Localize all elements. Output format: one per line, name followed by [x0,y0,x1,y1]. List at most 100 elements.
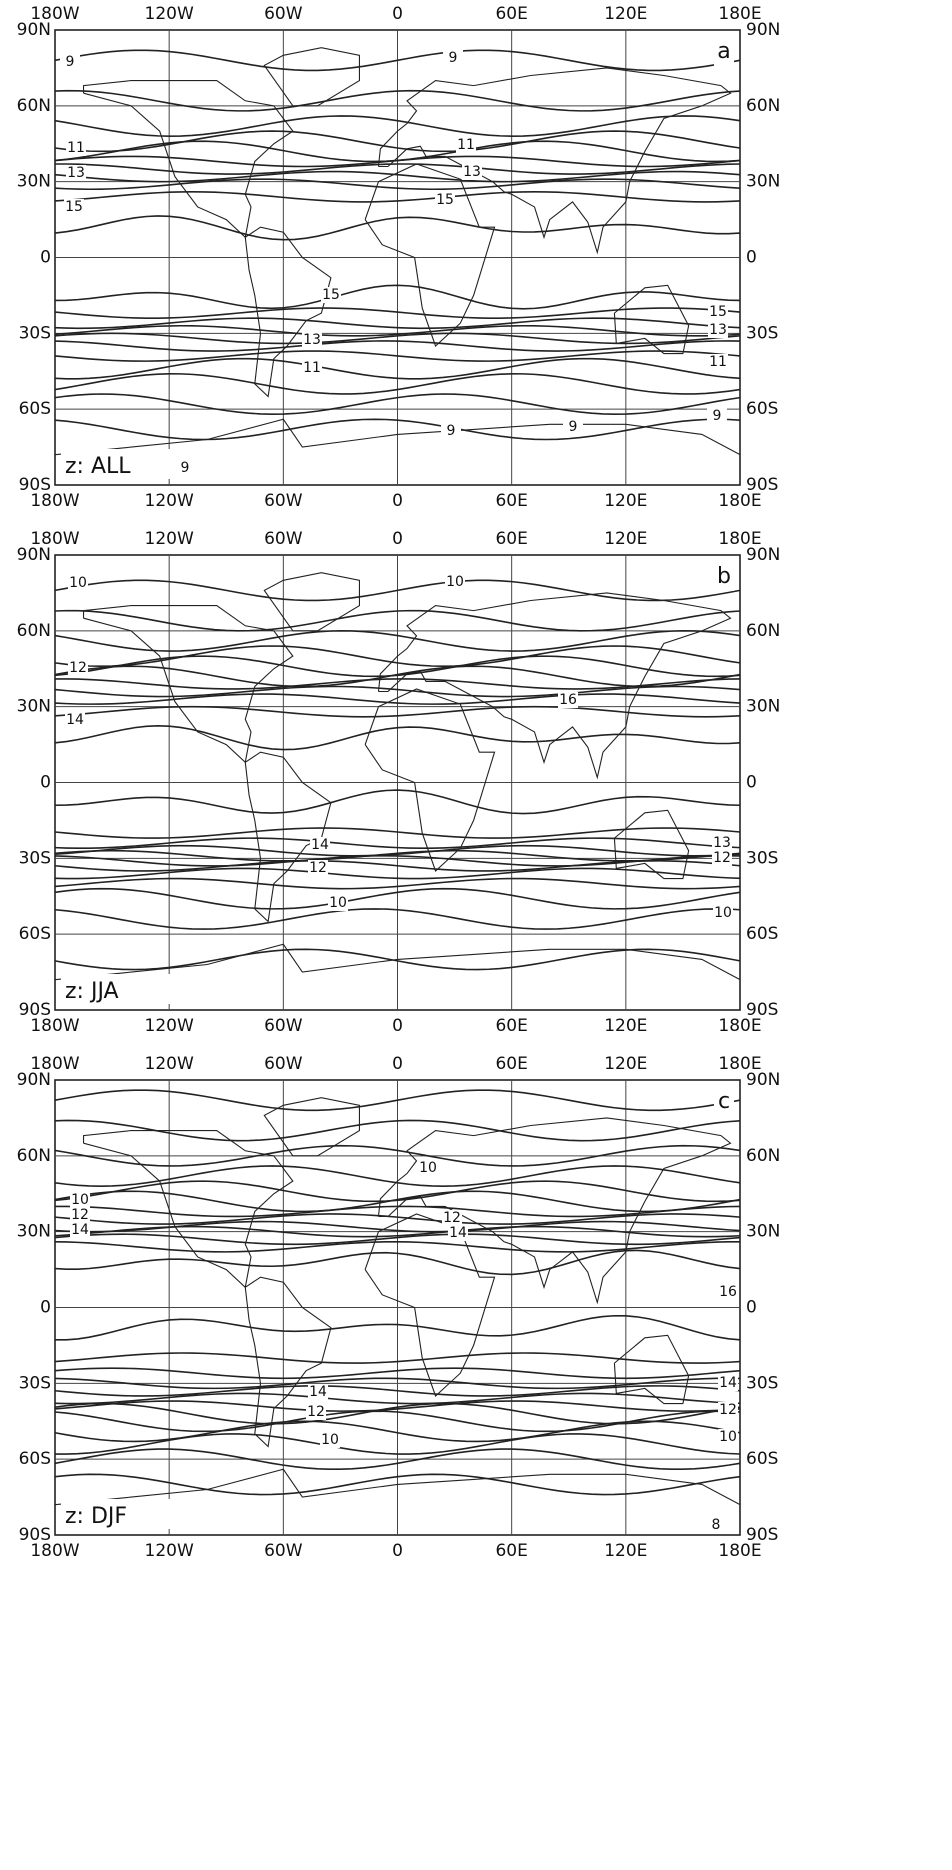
contour-label-bg [70,1192,90,1208]
longitude-label: 180W [30,1541,79,1561]
longitude-label: 60E [495,491,527,511]
latitude-label: 30N [17,172,51,192]
contour-label-bg [707,408,727,424]
coastline [244,1276,332,1448]
contour-label-bg [445,574,465,590]
latitude-label: 30N [746,172,780,192]
contour-label-bg [708,354,728,370]
contour-label: 9 [447,423,456,439]
coastline [263,1097,360,1157]
contour-label-bg [306,1404,326,1420]
latitude-label: 60N [746,1146,780,1166]
contour-line [54,324,741,337]
contour-label-bg [302,332,322,348]
coastline [54,418,741,456]
contour-line [54,1367,741,1380]
latitude-label: 30S [746,848,778,868]
panel-label: z: JJA [65,979,119,1004]
latitude-label: 0 [746,773,757,793]
latitude-label: 90N [746,20,780,40]
latitude-label: 90N [746,1070,780,1090]
contour-line [54,1213,741,1225]
longitude-label: 120W [145,491,194,511]
contour-line [54,393,741,416]
contour-line [54,1377,741,1390]
contour-label: 10 [329,895,347,911]
contour-label: 9 [181,460,190,476]
contour-label-bg [70,1207,90,1223]
latitude-label: 30N [746,1222,780,1242]
latitude-label: 60S [746,399,778,419]
contour-line [54,49,741,72]
latitude-label: 90N [17,20,51,40]
panel-letter-bg [714,563,734,591]
contour-label: 12 [309,860,327,876]
longitude-label: 60W [264,529,303,549]
latitude-label: 0 [40,248,51,268]
coastline [613,1334,690,1405]
longitude-label: 180E [718,1541,761,1561]
latitude-label: 90N [17,545,51,565]
longitude-label: 180E [718,1016,761,1036]
longitude-label: 180W [30,491,79,511]
contour-line [54,89,741,112]
contour-line [54,1400,741,1412]
latitude-label: 30S [19,1373,51,1393]
contour-label: 15 [322,287,340,303]
contour-label: 16 [719,1284,737,1300]
contour-line [54,1233,741,1246]
contour-label: 10 [719,1429,737,1445]
contour-label: 9 [449,50,458,66]
latitude-label: 30N [17,1222,51,1242]
contour-label: 11 [303,360,321,376]
contour-line [54,1144,741,1167]
panel-letter: c [718,1089,730,1114]
contour-line [54,340,741,352]
contour-label-bg [418,1160,438,1176]
latitude-label: 90S [746,1000,778,1020]
contour-label-bg [60,54,80,70]
coastline [82,80,294,239]
contour-label: 12 [713,850,731,866]
contour-line [54,630,741,652]
latitude-label: 90S [19,1000,51,1020]
latitude-label: 60S [19,1449,51,1469]
longitude-label: 180E [718,529,761,549]
panel-letter: b [717,564,731,589]
contour-label-bg [68,660,88,676]
contour-label: 13 [709,322,727,338]
contour-line [54,844,741,857]
latitude-label: 30N [17,697,51,717]
contour-label-bg [302,360,322,376]
contour-line [54,373,741,395]
contour-label: 11 [67,140,85,156]
contour-label-bg [712,850,732,866]
contour-label-bg [708,304,728,320]
panel-label-bg [61,1499,181,1529]
contour-label: 12 [443,1210,461,1226]
contour-line [54,350,741,362]
contour-line [54,284,741,310]
contour-label: 13 [463,164,481,180]
coastline [613,809,690,880]
contour-line [54,178,741,191]
latitude-label: 90N [17,1070,51,1090]
contour-label: 10 [446,574,464,590]
contour-label: 13 [303,332,321,348]
coastline [263,572,360,632]
contour-line [54,170,741,183]
contour-label-bg [65,712,85,728]
contour-label-bg [310,837,330,853]
longitude-label: 0 [392,1016,403,1036]
longitude-label: 60E [495,1016,527,1036]
longitude-label: 120E [604,4,647,24]
contour-label: 10 [69,575,87,591]
contour-label: 14 [311,837,329,853]
contour-label: 15 [65,199,83,215]
longitude-label: 180E [718,1054,761,1074]
contour-label-bg [706,1517,726,1533]
contour-line [54,1385,741,1397]
latitude-label: 60N [17,96,51,116]
latitude-label: 0 [40,773,51,793]
latitude-label: 90S [746,1525,778,1545]
